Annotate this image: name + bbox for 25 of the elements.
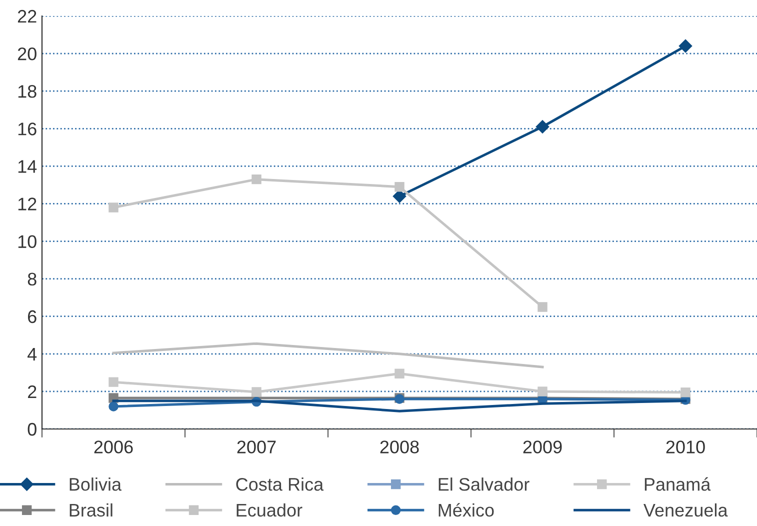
legend-label: Costa Rica [236, 478, 324, 491]
x-tick-label: 2009 [523, 440, 562, 454]
y-tick-label: 12 [18, 198, 36, 210]
y-tick-label: 14 [18, 160, 37, 173]
y-tick-label: 4 [28, 348, 37, 360]
legend-label: México [438, 503, 494, 517]
x-tick-label: 2006 [94, 440, 133, 454]
x-tick-label: 2010 [666, 440, 705, 454]
y-tick-label: 18 [18, 85, 36, 98]
legend-label: Brasil [70, 503, 112, 517]
x-tick-label: 2008 [380, 440, 419, 454]
legend-label: Bolivia [70, 478, 122, 491]
legend-label: El Salvador [438, 478, 530, 491]
y-tick-label: 8 [28, 272, 36, 286]
legend-label: Venezuela [644, 503, 728, 517]
y-tick-label: 10 [18, 235, 36, 248]
y-tick-label: 0 [28, 422, 36, 436]
y-tick-label: 2 [28, 385, 36, 398]
y-tick-label: 20 [18, 47, 36, 60]
y-tick-label: 22 [18, 10, 36, 23]
y-tick-label: 16 [18, 122, 36, 136]
y-tick-label: 6 [28, 310, 36, 324]
x-tick-label: 2007 [237, 440, 276, 454]
legend-label: Ecuador [236, 503, 302, 517]
legend-label: Panamá [644, 477, 711, 491]
